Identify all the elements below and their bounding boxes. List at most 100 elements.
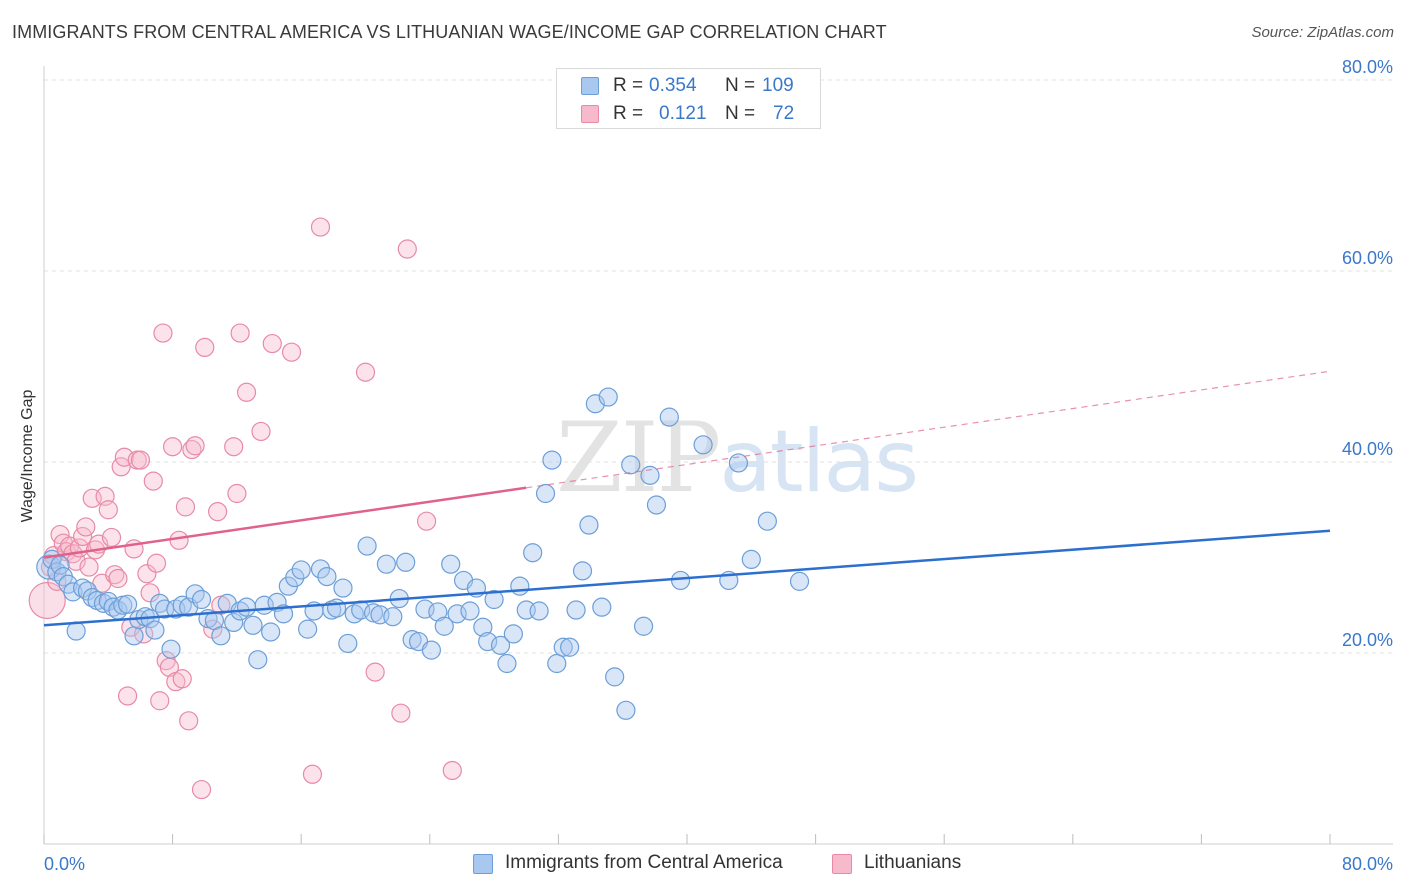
lithuanians-point	[108, 568, 128, 589]
legend-n-value: 72	[773, 103, 795, 124]
central-america-point	[646, 495, 667, 515]
legend-r-value: 0.121	[659, 103, 707, 124]
central-america-point	[326, 598, 347, 618]
lithuanians-point	[76, 517, 96, 537]
central-america-point	[124, 626, 144, 646]
central-america-point	[757, 511, 777, 531]
central-america-point	[510, 576, 530, 596]
central-america-point	[460, 601, 480, 621]
lithuanians-point	[98, 500, 118, 520]
central-america-point	[693, 435, 713, 455]
central-america-point	[633, 616, 654, 636]
central-america-point	[298, 619, 318, 639]
central-america-trend-line	[43, 529, 1331, 627]
lithuanians-point	[251, 421, 271, 442]
lithuanians-point	[355, 362, 376, 382]
lithuanians-point	[140, 583, 160, 603]
central-america-point	[484, 589, 504, 610]
central-america-point	[473, 617, 493, 637]
central-america-point	[535, 483, 556, 504]
lithuanians-point	[101, 527, 122, 548]
lithuanians-trend-line	[43, 486, 527, 559]
central-america-point	[560, 637, 580, 657]
central-america-point	[640, 465, 660, 485]
lithuanians-point	[227, 483, 247, 504]
lithuanians-trend-extension	[526, 370, 1331, 489]
lithuanians-point	[153, 323, 173, 343]
central-america-point	[428, 602, 448, 622]
lithuanians-point	[391, 703, 411, 723]
central-america-point	[478, 631, 498, 652]
central-america-point	[357, 536, 377, 556]
x-tick-max-label: 80.0%	[1342, 854, 1393, 874]
central-america-point	[616, 700, 636, 720]
central-america-point	[145, 620, 165, 640]
lithuanians-point	[310, 217, 331, 237]
central-america-point	[490, 635, 511, 655]
central-america-point	[333, 578, 353, 598]
central-america-point	[542, 450, 562, 470]
source-label: Source: ZipAtlas.com	[1251, 24, 1394, 41]
bottom-legend-label: Lithuanians	[864, 852, 962, 873]
lithuanians-point	[208, 502, 228, 522]
lithuanians-point	[117, 686, 138, 706]
central-america-point	[66, 621, 86, 641]
central-america-point	[376, 554, 396, 574]
legend-row-lithuanians: R = 0.121 N = 72	[557, 101, 820, 127]
lithuanians-point	[397, 239, 417, 259]
lithuanians-points	[28, 217, 462, 800]
central-america-point	[566, 600, 586, 620]
central-america-point	[421, 640, 442, 660]
central-america-point	[789, 571, 810, 591]
legend-r-value: 0.354	[649, 75, 697, 96]
central-america-point	[117, 594, 138, 614]
lithuanians-point	[137, 564, 157, 584]
lithuanians-point	[179, 711, 199, 731]
grid-lines	[44, 79, 1393, 654]
central-america-point	[670, 570, 691, 591]
central-america-point	[434, 616, 454, 636]
lithuanians-point	[224, 437, 244, 457]
x-tick-min-label: 0.0%	[44, 854, 85, 874]
central-america-point	[310, 559, 331, 579]
lithuanians-point	[365, 662, 385, 682]
central-america-point	[529, 601, 549, 621]
central-america-point	[728, 453, 749, 473]
central-america-point	[211, 626, 231, 646]
central-america-point	[224, 612, 244, 633]
lithuanians-point	[191, 779, 212, 800]
central-america-point	[503, 624, 523, 644]
central-america-point	[598, 387, 618, 407]
lithuanians-point	[281, 342, 302, 362]
lithuanians-point	[195, 337, 215, 357]
y-tick-label: 40.0%	[1342, 439, 1393, 459]
y-tick-label: 80.0%	[1342, 57, 1393, 77]
central-america-point	[497, 653, 517, 674]
central-america-point	[579, 515, 599, 535]
lithuanians-point	[185, 436, 205, 456]
y-tick-label: 60.0%	[1342, 248, 1393, 268]
lithuanians-point	[262, 333, 282, 354]
lithuanians-point	[442, 760, 462, 781]
central-america-point	[547, 653, 567, 674]
central-america-point	[553, 637, 573, 657]
lithuanians-point	[302, 764, 323, 784]
central-america-point	[523, 543, 543, 563]
central-america-point	[383, 607, 403, 627]
central-america-point	[396, 552, 416, 572]
central-america-point	[659, 407, 679, 427]
lithuanians-point	[236, 382, 257, 402]
central-america-point	[605, 667, 625, 687]
chart-title: IMMIGRANTS FROM CENTRAL AMERICA VS LITHU…	[12, 22, 887, 42]
central-america-point	[248, 650, 268, 670]
central-america-point	[338, 633, 358, 654]
central-america-point	[63, 582, 83, 602]
lithuanians-point	[28, 581, 66, 620]
stats-legend: R = 0.354 N = 109 R = 0.121 N = 72	[556, 68, 821, 129]
central-america-point	[291, 560, 311, 580]
lithuanians-point	[79, 557, 99, 577]
lithuanians-point	[150, 691, 170, 711]
lithuanians-point	[230, 323, 250, 343]
pink-swatch-icon	[832, 854, 852, 874]
